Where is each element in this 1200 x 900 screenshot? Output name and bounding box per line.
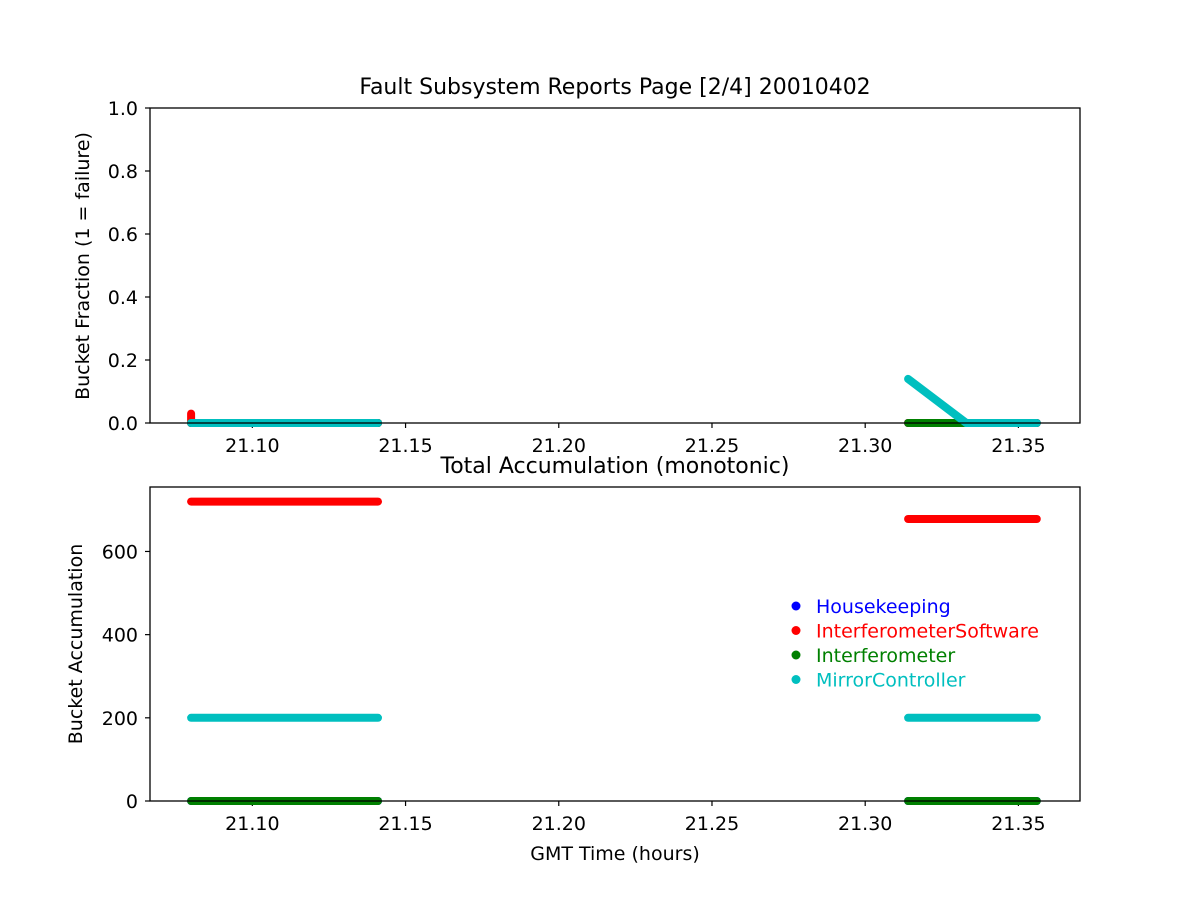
legend-marker-interferometer-software <box>791 626 801 635</box>
chart-fraction-axes-frame <box>149 107 1081 424</box>
chart-fraction-title: Fault Subsystem Reports Page [2/4] 20010… <box>359 75 870 100</box>
chart-accumulation-y-tick-label: 400 <box>102 625 138 647</box>
chart-accumulation-x-tick-label: 21.35 <box>991 813 1045 835</box>
chart-fraction-y-tick-label: 0.2 <box>108 350 138 372</box>
chart-fraction-y-tick-label: 1.0 <box>108 98 138 120</box>
chart-fraction-x-tick-label: 21.10 <box>225 435 279 457</box>
legend-label-housekeeping: Housekeeping <box>816 596 951 618</box>
chart-fraction-y-tick-label: 0.4 <box>108 287 138 309</box>
legend-item-interferometer-software: InterferometerSoftware <box>791 621 1039 643</box>
chart-fraction-series-mirror-controller-points <box>904 374 971 427</box>
legend-item-interferometer: Interferometer <box>791 645 955 667</box>
chart-fraction-x-tick-label: 21.35 <box>991 435 1045 457</box>
chart-accumulation-y-tick-label: 200 <box>102 708 138 730</box>
chart-accumulation-y-axis-label: Bucket Accumulation <box>65 544 87 745</box>
chart-accumulation-y-tick-label: 600 <box>102 541 138 563</box>
chart-fraction: Fault Subsystem Reports Page [2/4] 20010… <box>72 75 1081 457</box>
chart-accumulation-x-tick-label: 21.25 <box>685 813 739 835</box>
chart-accumulation-x-tick-label: 21.30 <box>838 813 892 835</box>
chart-fraction-x-tick-label: 21.30 <box>838 435 892 457</box>
legend-marker-housekeeping <box>791 601 801 611</box>
chart-accumulation-ticks: 21.10 21.15 21.20 21.25 21.30 21.35 0 200 400 600 <box>102 541 1046 835</box>
legend-label-interferometer: Interferometer <box>816 645 955 667</box>
chart-accumulation-title: Total Accumulation (monotonic) <box>440 454 790 479</box>
chart-accumulation-x-tick-label: 21.20 <box>532 813 586 835</box>
chart-fraction-ticks: 21.10 21.15 21.20 21.25 21.30 21.35 0.0 0.2 0.4 0… <box>108 98 1046 457</box>
legend-marker-mirror-controller <box>791 675 801 684</box>
legend-label-interferometer-software: InterferometerSoftware <box>816 621 1039 643</box>
chart-accumulation-series-interferometer-software <box>187 497 1041 523</box>
chart-fraction-y-tick-label: 0.8 <box>108 161 138 183</box>
chart-accumulation: Total Accumulation (monotonic) Bucket Ac… <box>65 454 1081 865</box>
legend: Housekeeping InterferometerSoftwareInterf… <box>791 596 1039 692</box>
legend-item-mirror-controller: MirrorController <box>791 670 966 692</box>
legend-item-housekeeping: Housekeeping <box>791 596 951 618</box>
chart-fraction-y-tick-label: 0.0 <box>108 413 138 435</box>
chart-fraction-x-tick-label: 21.15 <box>378 435 432 457</box>
chart-fraction-y-axis-label: Bucket Fraction (1 = failure) <box>72 132 94 400</box>
legend-label-mirror-controller: MirrorController <box>816 670 966 692</box>
chart-accumulation-axes-frame <box>149 486 1081 802</box>
chart-accumulation-x-axis-label: GMT Time (hours) <box>530 843 700 865</box>
chart-fraction-y-tick-label: 0.6 <box>108 224 138 246</box>
chart-accumulation-y-tick-label: 0 <box>126 791 138 813</box>
chart-fraction-x-tick-label: 21.25 <box>685 435 739 457</box>
chart-fraction-x-tick-label: 21.20 <box>532 435 586 457</box>
chart-accumulation-x-tick-label: 21.10 <box>225 813 279 835</box>
legend-marker-interferometer <box>791 650 801 660</box>
chart-accumulation-x-tick-label: 21.15 <box>378 813 432 835</box>
